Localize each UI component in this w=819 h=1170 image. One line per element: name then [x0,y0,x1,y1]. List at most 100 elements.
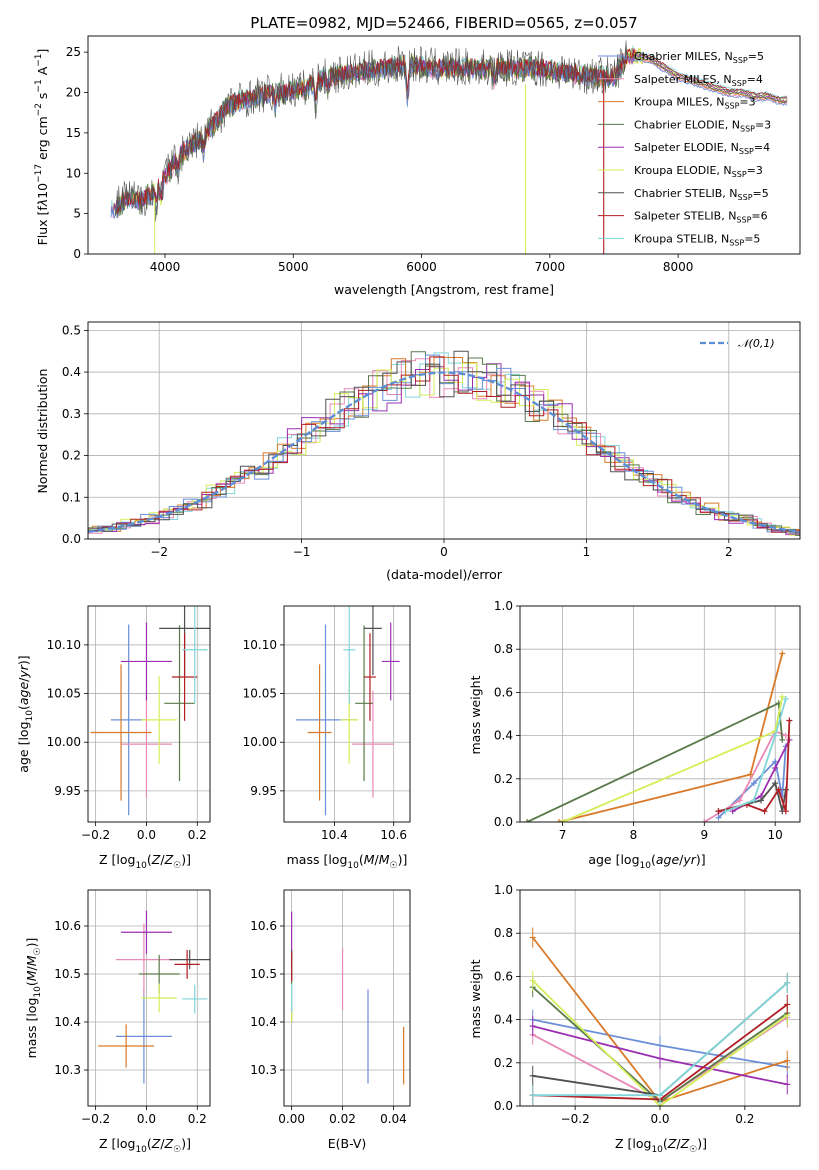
y-tick-label: 10.5 [250,967,277,981]
y-tick-label: 0 [73,247,81,261]
y-tick-label: 25 [66,45,81,59]
y-tick-label: 10.00 [243,735,277,749]
mass-weight-age-marker [772,765,779,771]
y-tick-label: 10.6 [250,919,277,933]
legend-label: Chabrier ELODIE, NSSP=3 [634,118,771,133]
gridlines [284,606,410,822]
x-tick-label: 9 [700,828,708,842]
axes-frame [519,605,801,823]
histogram-ylabel: Normed distribution [35,369,50,494]
mass-weight-age-marker [782,732,789,739]
spectrum-legend: Chabrier MILES, NSSP=5 Salpeter MILES, NS… [598,50,771,247]
y-tick-label: 9.95 [54,784,81,798]
x-tick-label: −1 [293,545,311,559]
y-tick-label: 10.5 [54,967,81,981]
age-vs-mass-panel: 10.4 10.6 9.95 10.00 10.05 10.10 [243,605,411,842]
x-tick-label: −0.2 [81,1112,110,1126]
x-tick-label: 0.0 [137,1112,156,1126]
mass-weight-age-marker [736,797,743,804]
legend-label: Kroupa ELODIE, NSSP=3 [634,164,763,179]
normal-legend-label: 𝒩(0,1) [738,337,775,350]
y-tick-label: 5 [73,207,81,221]
x-tick-label: 7000 [535,260,566,274]
y-tick-label: 0.8 [494,926,513,940]
mass-weight-age-line [725,698,787,813]
age-z-xlabel: Z [log10(Z/Z☉)] [99,852,191,871]
mass-weight-age-marker [786,717,793,724]
y-tick-label: 1.0 [494,599,513,613]
mass-weight-age-marker [524,819,531,822]
legend-label: Kroupa STELIB, NSSP=5 [634,232,760,247]
plot-area [90,606,210,816]
weight-z-xlabel: Z [log10(Z/Z☉)] [615,1136,707,1155]
age-ylabel: age [log10(age/yr)] [16,655,35,772]
age-mass-xlabel: mass [log10(M/M☉)] [287,852,408,871]
y-tick-label: 0.6 [494,685,513,699]
axes-frame [87,605,211,823]
y-tick-label: 10.00 [47,735,81,749]
mass-weight-age-marker [750,780,757,787]
x-tick-label: 5000 [278,260,309,274]
extinction-xlabel: E(B-V) [328,1136,367,1151]
x-tick-label: 0.2 [188,828,207,842]
spectrum-line [114,40,788,222]
mass-weight-age-marker [559,819,566,822]
x-tick-label: 10.6 [380,828,407,842]
mass-weight-age-marker [747,771,754,778]
y-tick-label: 10.3 [250,1063,277,1077]
mass-weight-age-marker [775,786,782,793]
x-tick-label: 0.2 [735,1112,754,1126]
mass-vs-extinction-panel: 0.00 0.02 0.04 10.3 10.4 10.5 10.6 [250,889,411,1126]
x-tick-label: 0.2 [188,1112,207,1126]
y-tick-label: 10.3 [54,1063,81,1077]
x-tick-label: 4000 [150,260,181,274]
y-tick-label: 10.6 [54,919,81,933]
mass-weight-z-line [532,980,788,1106]
x-tick-label: 10 [768,828,783,842]
y-tick-label: 10.10 [47,638,81,652]
x-tick-label: 0.0 [137,828,156,842]
x-tick-label: 0.02 [329,1112,356,1126]
y-tick-label: 10.10 [243,638,277,652]
x-tick-label: 8000 [663,260,694,274]
mass-z-xlabel: Z [log10(Z/Z☉)] [99,1136,191,1155]
axes-frame [87,321,801,540]
x-tick-label: −2 [150,545,168,559]
axes-frame [519,889,801,1107]
mass-weight-age-marker [761,808,768,815]
mass-weight-age-marker [782,695,789,702]
y-tick-label: 0.4 [494,729,513,743]
x-tick-label: 8 [630,828,638,842]
y-tick-label: 0.4 [62,365,81,379]
axes-frame [87,889,211,1107]
axes-frame [87,35,801,255]
figure-title: PLATE=0982, MJD=52466, FIBERID=0565, z=0… [250,14,637,32]
x-tick-label: 0.00 [278,1112,305,1126]
y-tick-label: 0.0 [62,532,81,546]
mass-weight-vs-metallicity-panel: −0.2 0.0 0.2 0.0 0.2 0.4 0.6 0.8 1.0 [494,883,801,1126]
x-tick-label: 10.4 [321,828,348,842]
x-tick-label: 0.04 [380,1112,407,1126]
histogram-series [88,356,800,532]
x-tick-label: 6000 [406,260,437,274]
plot-area [529,927,791,1106]
x-tick-label: 0 [440,545,448,559]
legend-label: Salpeter STELIB, NSSP=6 [634,210,768,225]
y-tick-label: 1.0 [494,883,513,897]
mass-weight-age-marker [722,808,729,815]
legend-label: Chabrier MILES, NSSP=5 [634,50,764,65]
y-tick-label: 0.6 [494,969,513,983]
y-tick-label: 10 [66,166,81,180]
mass-weight-age-marker [779,736,786,743]
mass-weight-age-marker [772,732,779,739]
x-tick-label: −0.2 [561,1112,590,1126]
mass-weight-age-marker [779,693,786,700]
mass-weight-age-marker [758,797,765,804]
weight-z-ylabel: mass weight [468,959,483,1038]
legend-label: Salpeter MILES, NSSP=4 [634,73,763,88]
axes-frame [283,605,411,823]
mass-weight-age-marker [772,780,779,787]
mass-weight-age-marker [701,819,708,822]
y-tick-label: 10.05 [243,687,277,701]
